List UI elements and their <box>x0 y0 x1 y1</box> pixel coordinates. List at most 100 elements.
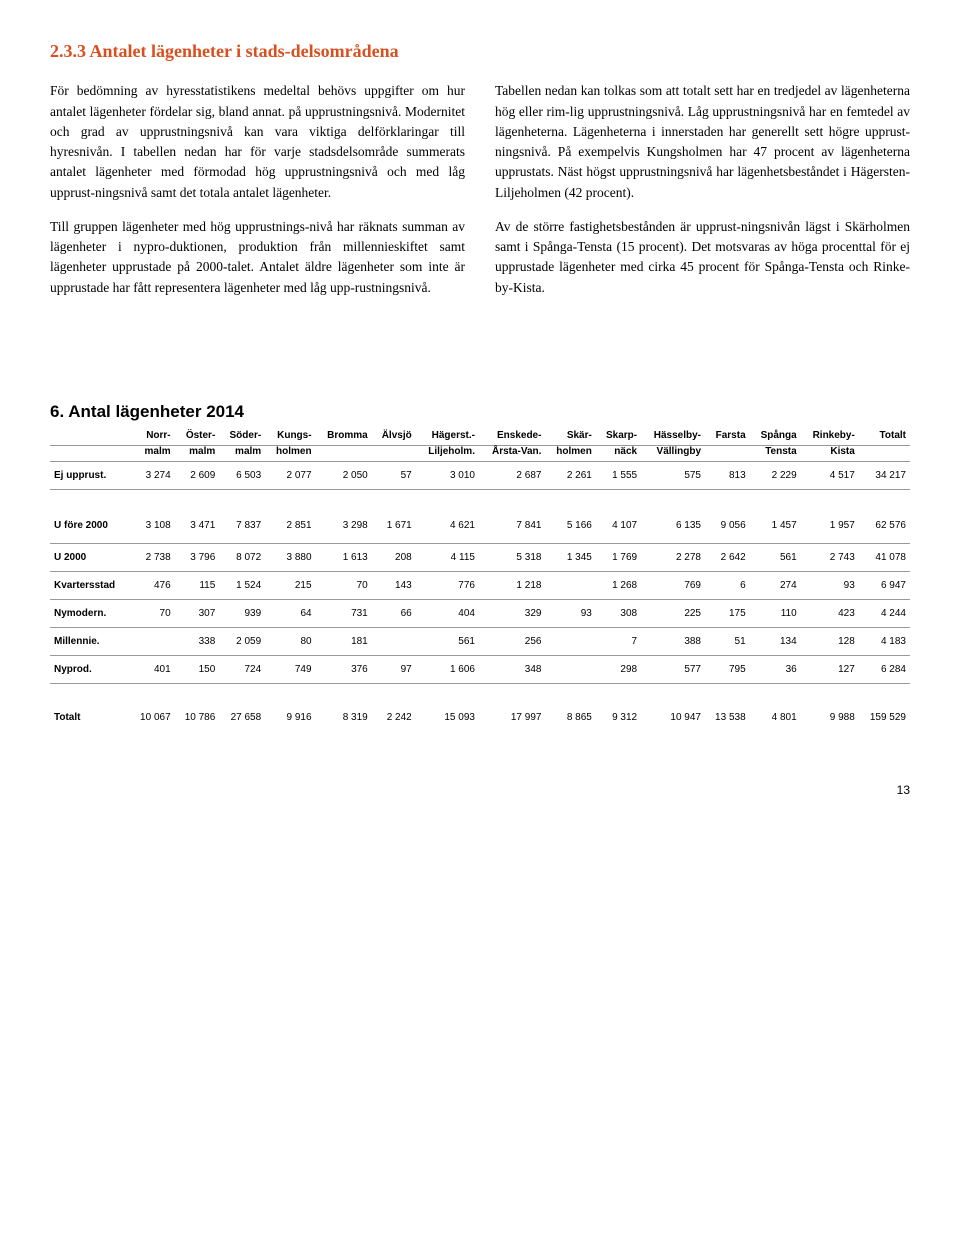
row-label: Ej upprust. <box>50 461 130 489</box>
cell: 388 <box>641 627 705 655</box>
cell: 134 <box>750 627 801 655</box>
cell: 34 217 <box>859 461 910 489</box>
text-columns: För bedömning av hyresstatistikens medel… <box>50 81 910 312</box>
cell: 150 <box>175 655 220 683</box>
cell: 4 183 <box>859 627 910 655</box>
column-subheader: holmen <box>265 445 315 461</box>
cell: 97 <box>372 655 416 683</box>
table-row: Ej upprust.3 2742 6096 5032 0772 050573 … <box>50 461 910 489</box>
cell: 1 218 <box>479 571 545 599</box>
cell: 66 <box>372 599 416 627</box>
cell: 2 738 <box>130 543 175 571</box>
column-subheader: Årsta-Van. <box>479 445 545 461</box>
table-header: Norr-Öster-Söder-Kungs-BrommaÄlvsjöHäger… <box>50 428 910 462</box>
paragraph: För bedömning av hyresstatistikens medel… <box>50 81 465 203</box>
cell <box>545 627 595 655</box>
cell: 80 <box>265 627 315 655</box>
cell: 7 841 <box>479 489 545 543</box>
cell: 128 <box>801 627 859 655</box>
cell: 308 <box>596 599 641 627</box>
row-label: Millennie. <box>50 627 130 655</box>
cell: 51 <box>705 627 750 655</box>
cell: 9 916 <box>265 683 315 733</box>
paragraph: Av de större fastighetsbestånden är uppr… <box>495 217 910 298</box>
column-header: Älvsjö <box>372 428 416 446</box>
cell: 2 278 <box>641 543 705 571</box>
cell: 159 529 <box>859 683 910 733</box>
cell: 731 <box>316 599 372 627</box>
cell: 2 609 <box>175 461 220 489</box>
row-label: U före 2000 <box>50 489 130 543</box>
cell: 2 059 <box>219 627 265 655</box>
cell: 13 538 <box>705 683 750 733</box>
cell: 4 115 <box>416 543 479 571</box>
cell: 3 010 <box>416 461 479 489</box>
cell: 561 <box>416 627 479 655</box>
cell: 143 <box>372 571 416 599</box>
cell: 57 <box>372 461 416 489</box>
cell: 115 <box>175 571 220 599</box>
column-header: Kungs- <box>265 428 315 446</box>
cell: 348 <box>479 655 545 683</box>
column-subheader: Vällingby <box>641 445 705 461</box>
cell: 41 078 <box>859 543 910 571</box>
cell: 8 865 <box>545 683 595 733</box>
cell: 64 <box>265 599 315 627</box>
cell: 3 274 <box>130 461 175 489</box>
column-header: Totalt <box>859 428 910 446</box>
cell: 3 796 <box>175 543 220 571</box>
cell: 776 <box>416 571 479 599</box>
column-header: Skarp- <box>596 428 641 446</box>
cell: 1 613 <box>316 543 372 571</box>
cell: 7 <box>596 627 641 655</box>
cell: 476 <box>130 571 175 599</box>
cell: 215 <box>265 571 315 599</box>
column-subheader <box>316 445 372 461</box>
row-label: Nymodern. <box>50 599 130 627</box>
cell: 1 457 <box>750 489 801 543</box>
cell: 2 743 <box>801 543 859 571</box>
cell: 5 318 <box>479 543 545 571</box>
cell: 3 471 <box>175 489 220 543</box>
cell: 3 880 <box>265 543 315 571</box>
cell: 329 <box>479 599 545 627</box>
column-subheader: Kista <box>801 445 859 461</box>
cell: 769 <box>641 571 705 599</box>
cell: 181 <box>316 627 372 655</box>
cell: 7 837 <box>219 489 265 543</box>
cell: 93 <box>545 599 595 627</box>
cell: 561 <box>750 543 801 571</box>
cell: 4 801 <box>750 683 801 733</box>
cell: 208 <box>372 543 416 571</box>
cell: 27 658 <box>219 683 265 733</box>
section-title: 2.3.3 Antalet lägenheter i stads-delsomr… <box>50 40 910 63</box>
cell <box>372 627 416 655</box>
cell: 2 050 <box>316 461 372 489</box>
column-header: Öster- <box>175 428 220 446</box>
cell: 1 671 <box>372 489 416 543</box>
table-row: U 20002 7383 7968 0723 8801 6132084 1155… <box>50 543 910 571</box>
cell: 3 108 <box>130 489 175 543</box>
column-subheader: malm <box>219 445 265 461</box>
column-subheader: Tensta <box>750 445 801 461</box>
cell: 6 <box>705 571 750 599</box>
cell: 4 621 <box>416 489 479 543</box>
column-header <box>50 428 130 446</box>
column-header: Söder- <box>219 428 265 446</box>
cell: 376 <box>316 655 372 683</box>
column-header: Bromma <box>316 428 372 446</box>
cell: 4 244 <box>859 599 910 627</box>
cell: 4 517 <box>801 461 859 489</box>
table-row-total: Totalt10 06710 78627 6589 9168 3192 2421… <box>50 683 910 733</box>
cell: 1 957 <box>801 489 859 543</box>
column-subheader: malm <box>130 445 175 461</box>
column-header: Skär- <box>545 428 595 446</box>
column-subheader: näck <box>596 445 641 461</box>
cell: 93 <box>801 571 859 599</box>
column-header: Spånga <box>750 428 801 446</box>
cell: 4 107 <box>596 489 641 543</box>
cell: 6 947 <box>859 571 910 599</box>
cell: 2 242 <box>372 683 416 733</box>
cell: 2 851 <box>265 489 315 543</box>
data-table: Norr-Öster-Söder-Kungs-BrommaÄlvsjöHäger… <box>50 428 910 733</box>
